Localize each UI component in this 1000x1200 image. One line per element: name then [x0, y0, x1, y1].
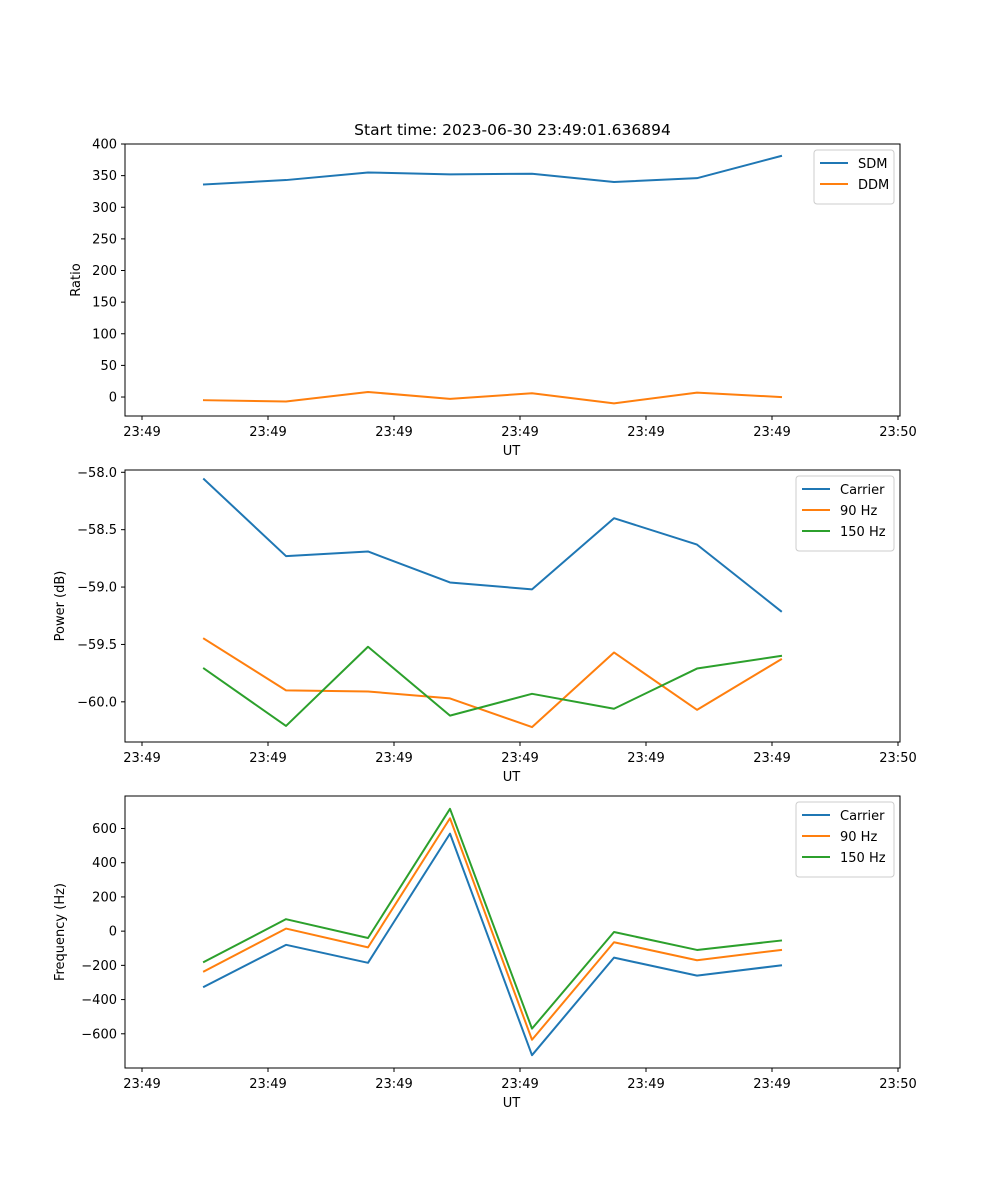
axes-frame: [124, 469, 901, 743]
series-line-carrier: [202, 832, 783, 1057]
legend-label: SDM: [858, 157, 887, 172]
x-tick-label: 23:49: [753, 425, 790, 440]
y-tick-label: 400: [92, 138, 117, 153]
legend: Carrier 90 Hz 150 Hz: [795, 801, 895, 878]
x-tick-label: 23:50: [879, 1077, 916, 1092]
y-tick-label: −60.0: [77, 695, 117, 710]
x-tick-label: 23:49: [123, 1077, 160, 1092]
x-tick-label: 23:49: [501, 751, 538, 766]
x-axis-label: UT: [503, 444, 521, 459]
y-tick-label: −59.0: [77, 581, 117, 596]
legend: SDM DDM: [813, 149, 895, 205]
y-tick-label: 200: [92, 890, 117, 905]
series-line-ddm: [202, 390, 783, 405]
legend-label: Carrier: [840, 483, 885, 498]
legend-box: [795, 801, 895, 878]
x-tick-label: 23:49: [249, 1077, 286, 1092]
y-tick-label: 150: [92, 296, 117, 311]
x-tick-label: 23:49: [249, 425, 286, 440]
y-tick-label: 0: [109, 925, 117, 940]
series-line-150-hz: [202, 645, 783, 727]
y-tick-label: 50: [100, 359, 117, 374]
y-tick-label: 300: [92, 201, 117, 216]
x-tick-label: 23:50: [879, 425, 916, 440]
y-tick-label: −600: [81, 1027, 117, 1042]
legend-label: 90 Hz: [840, 830, 877, 845]
legend: Carrier 90 Hz 150 Hz: [795, 475, 895, 552]
y-tick-label: −400: [81, 993, 117, 1008]
x-tick-label: 23:49: [627, 751, 664, 766]
y-tick-label: 0: [109, 391, 117, 406]
legend-label: 150 Hz: [840, 851, 886, 866]
axes-frame: [124, 143, 901, 417]
series-line-sdm: [202, 154, 783, 186]
x-tick-label: 23:49: [375, 751, 412, 766]
y-axis-label: Power (dB): [53, 571, 68, 642]
x-axis-label: UT: [503, 770, 521, 785]
x-tick-label: 23:49: [375, 425, 412, 440]
x-tick-label: 23:50: [879, 751, 916, 766]
legend-label: 90 Hz: [840, 504, 877, 519]
series-line-150-hz: [202, 807, 783, 1030]
x-tick-label: 23:49: [249, 751, 286, 766]
y-tick-label: 600: [92, 822, 117, 837]
power-chart: 23:49 23:49 23:49 23:49 23:49 23:49 23:50 −60.0…: [53, 466, 917, 785]
y-tick-label: 250: [92, 232, 117, 247]
legend-label: DDM: [858, 178, 889, 193]
x-tick-label: 23:49: [627, 425, 664, 440]
x-tick-label: 23:49: [123, 425, 160, 440]
x-tick-label: 23:49: [501, 425, 538, 440]
y-tick-label: 350: [92, 169, 117, 184]
axes-frame: [124, 795, 901, 1069]
y-axis-label: Ratio: [69, 263, 84, 296]
series-line-90-hz: [202, 817, 783, 1041]
x-tick-label: 23:49: [375, 1077, 412, 1092]
x-tick-label: 23:49: [627, 1077, 664, 1092]
legend-label: 150 Hz: [840, 525, 886, 540]
y-tick-label: 200: [92, 264, 117, 279]
y-tick-label: −58.5: [77, 523, 117, 538]
x-tick-label: 23:49: [501, 1077, 538, 1092]
y-tick-label: 100: [92, 327, 117, 342]
chart-title: Start time: 2023-06-30 23:49:01.636894: [354, 121, 671, 139]
y-tick-label: −58.0: [77, 466, 117, 481]
series-line-carrier: [202, 477, 783, 613]
y-axis-label: Frequency (Hz): [53, 883, 68, 981]
legend-box: [795, 475, 895, 552]
series-line-90-hz: [202, 637, 783, 729]
legend-label: Carrier: [840, 809, 885, 824]
y-tick-label: −59.5: [77, 638, 117, 653]
ratio-chart: Start time: 2023-06-30 23:49:01.636894 23…: [69, 121, 917, 459]
x-tick-label: 23:49: [753, 751, 790, 766]
x-axis-label: UT: [503, 1096, 521, 1111]
frequency-chart: 23:49 23:49 23:49 23:49 23:49 23:49 23:50 −600 −…: [53, 795, 917, 1111]
x-tick-label: 23:49: [753, 1077, 790, 1092]
y-tick-label: −200: [81, 959, 117, 974]
y-tick-label: 400: [92, 856, 117, 871]
x-tick-label: 23:49: [123, 751, 160, 766]
